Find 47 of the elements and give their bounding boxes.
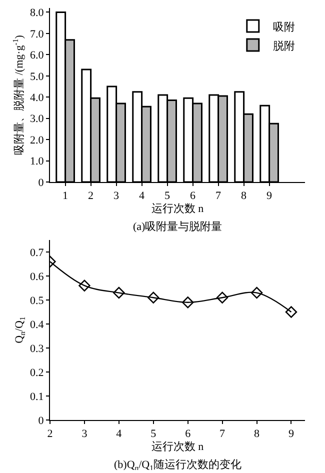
x-tick-label: 8 bbox=[241, 190, 248, 202]
y-tick-label: 0.3 bbox=[30, 342, 44, 355]
y-tick-label: 0.5 bbox=[30, 294, 44, 307]
x-tick-label: 7 bbox=[220, 428, 226, 440]
y-tick-label: 8.0 bbox=[30, 7, 44, 20]
point bbox=[148, 292, 160, 304]
y-tick-label: 3.0 bbox=[30, 113, 44, 126]
x-tick-label: 6 bbox=[185, 428, 192, 440]
y-tick-label: 0.7 bbox=[30, 246, 44, 259]
x-tick-label: 3 bbox=[82, 428, 88, 440]
point bbox=[216, 292, 228, 304]
point bbox=[285, 306, 298, 318]
y-tick-label: 0.1 bbox=[30, 390, 44, 403]
x-tick-label: 4 bbox=[116, 428, 122, 440]
y-tick-label: 5.0 bbox=[30, 70, 44, 83]
legend-label: 吸附 bbox=[272, 21, 295, 34]
legend-label: 脱附 bbox=[272, 40, 295, 52]
y-tick-label: 0 bbox=[38, 414, 44, 427]
y-tick-label: 0.2 bbox=[30, 366, 44, 379]
y-tick-label: 4.0 bbox=[30, 92, 44, 104]
y-tick-label: 2.0 bbox=[30, 134, 44, 146]
text: (a)吸附量与脱附量 bbox=[133, 220, 222, 233]
y-tick-label: 0 bbox=[38, 176, 44, 189]
x-tick-label: 6 bbox=[190, 190, 196, 202]
point bbox=[182, 296, 194, 308]
x-tick-label: 5 bbox=[164, 190, 171, 202]
y-tick-label: 0.4 bbox=[30, 318, 44, 331]
x-tick-label: 9 bbox=[266, 190, 273, 202]
point bbox=[113, 286, 125, 299]
y-tick-label: 1.0 bbox=[30, 156, 44, 168]
x-axis-title: 运行次数 n bbox=[151, 440, 204, 454]
x-tick-label: 2 bbox=[47, 428, 53, 440]
y-tick-label: 7.0 bbox=[30, 28, 44, 40]
x-tick-label: 4 bbox=[139, 190, 146, 202]
x-tick-label: 8 bbox=[254, 428, 260, 440]
point bbox=[250, 286, 263, 299]
x-tick-label: 2 bbox=[88, 190, 94, 202]
point bbox=[78, 280, 90, 292]
x-axis-title: 运行次数 n bbox=[151, 202, 204, 216]
x-tick-label: 1 bbox=[62, 190, 68, 202]
y-tick-label: 0.6 bbox=[30, 270, 44, 283]
y-tick-label: 6.0 bbox=[30, 50, 44, 62]
text: (b)Q$_{n}$/Q$_{1}$随运行次数的变化 bbox=[114, 458, 242, 472]
x-tick-label: 7 bbox=[216, 190, 222, 202]
x-tick-label: 5 bbox=[150, 428, 157, 440]
x-tick-label: 3 bbox=[114, 190, 120, 202]
x-tick-label: 9 bbox=[288, 428, 294, 440]
